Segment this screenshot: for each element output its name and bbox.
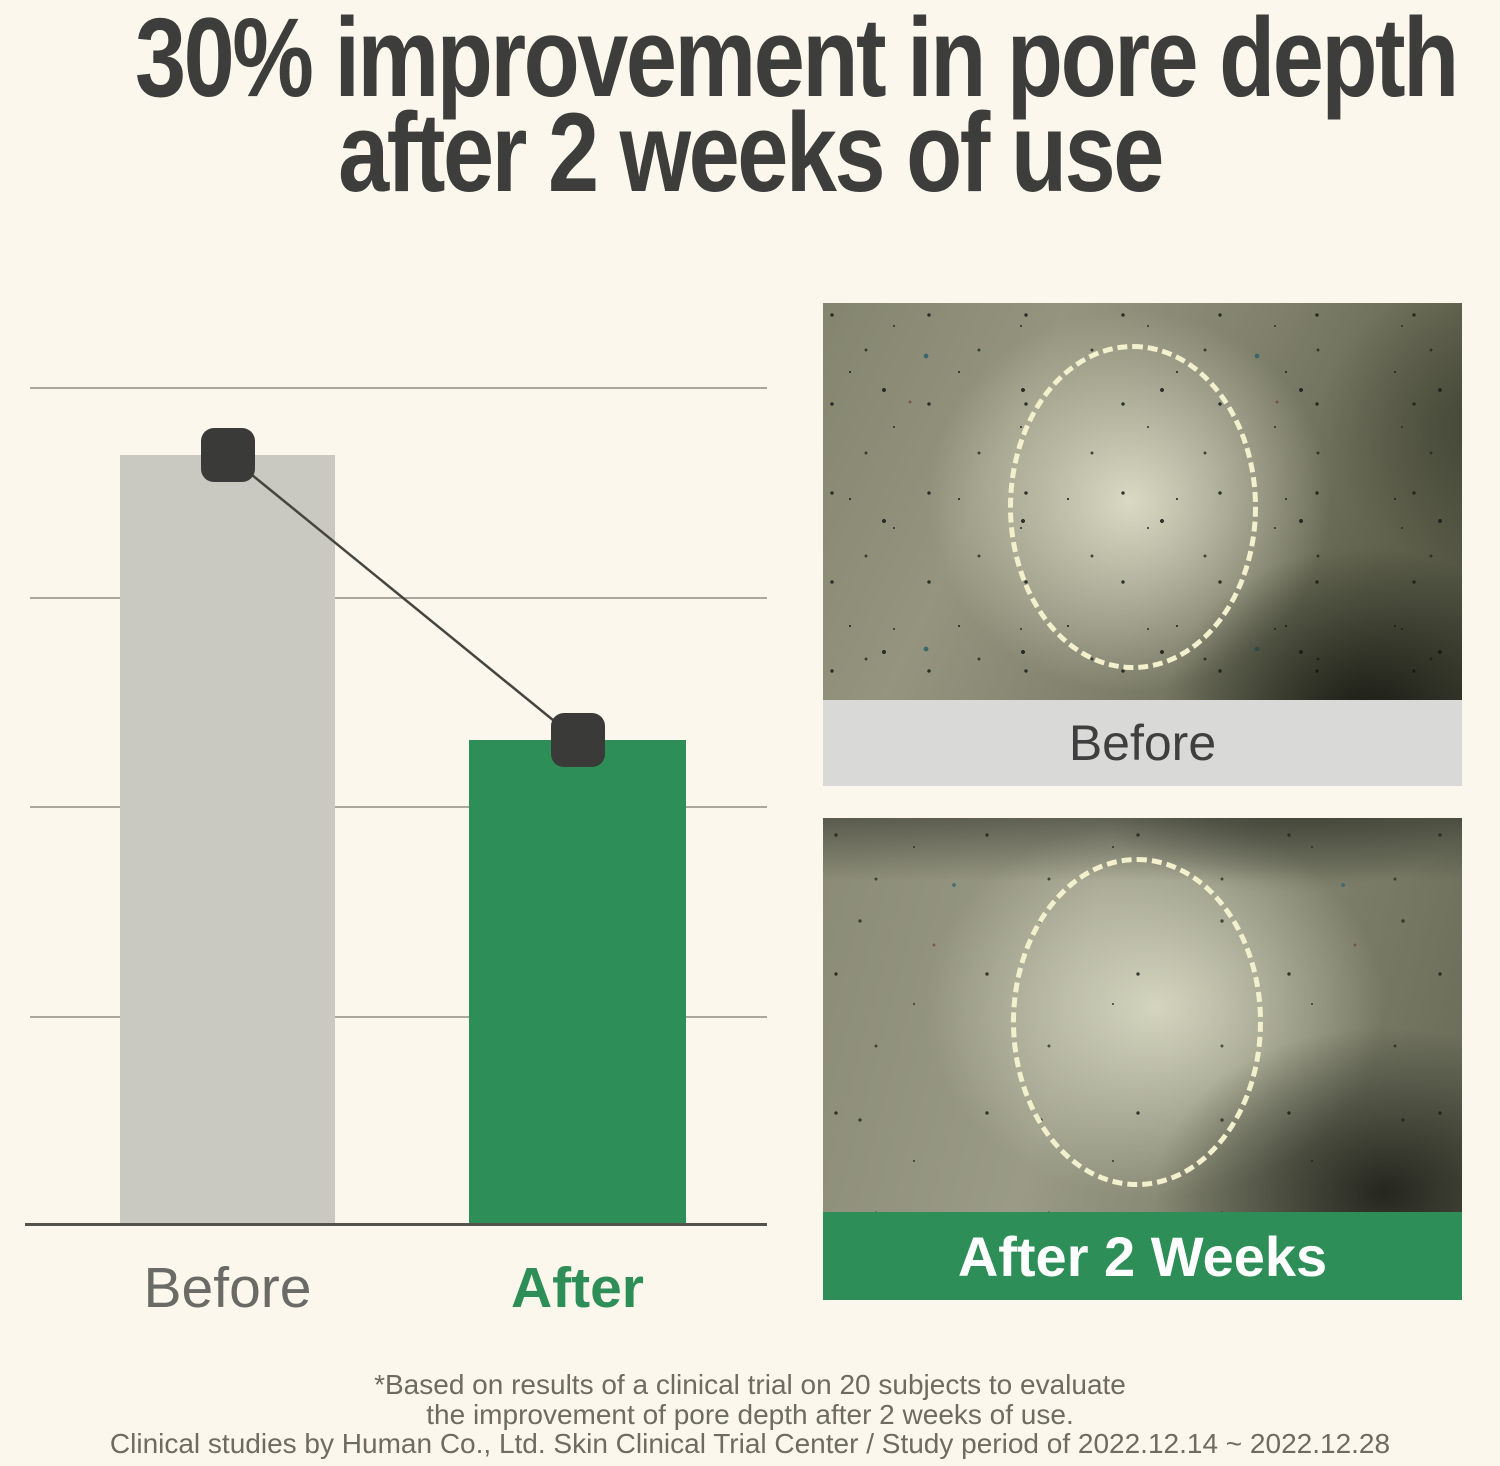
after-caption-bar: After 2 Weeks bbox=[823, 1212, 1462, 1300]
after-photo bbox=[823, 818, 1462, 1212]
before-highlight-circle bbox=[1008, 344, 1258, 670]
bar-before bbox=[120, 428, 335, 1226]
x-axis-line bbox=[25, 1223, 767, 1226]
chart-plot bbox=[25, 387, 767, 1226]
footnote-line2: the improvement of pore depth after 2 we… bbox=[426, 1398, 1074, 1430]
gridline-50 bbox=[30, 806, 767, 808]
bar-before-marker bbox=[200, 428, 255, 483]
axis-labels: Before After bbox=[30, 1248, 767, 1328]
axis-label-before: Before bbox=[143, 1256, 312, 1320]
connector-svg bbox=[226, 454, 579, 741]
bar-after-marker bbox=[550, 712, 605, 767]
gridline-75 bbox=[30, 596, 767, 599]
footnote: *Based on results of a clinical trial on… bbox=[0, 1370, 1500, 1459]
page-title-line2: after 2 weeks of use bbox=[338, 90, 1164, 215]
before-caption-bar: Before bbox=[823, 700, 1462, 786]
axis-label-after: After bbox=[510, 1256, 644, 1320]
connector-line bbox=[226, 454, 579, 741]
after-caption-label: After 2 Weeks bbox=[957, 1224, 1328, 1288]
footnote-line1: *Based on results of a clinical trial on… bbox=[374, 1369, 1126, 1400]
gridline-100 bbox=[30, 387, 767, 389]
footnote-line3: Clinical studies by Human Co., Ltd. Skin… bbox=[109, 1428, 1391, 1459]
before-caption-label: Before bbox=[1068, 715, 1217, 771]
before-photo bbox=[823, 303, 1462, 700]
bar-after bbox=[469, 712, 686, 1226]
page-title: 30% improvement in pore depth after 2 we… bbox=[135, 0, 1459, 215]
gridline-25 bbox=[30, 1015, 767, 1018]
page-title-line1: 30% improvement in pore depth bbox=[135, 0, 1459, 120]
after-highlight-circle bbox=[1011, 857, 1263, 1187]
